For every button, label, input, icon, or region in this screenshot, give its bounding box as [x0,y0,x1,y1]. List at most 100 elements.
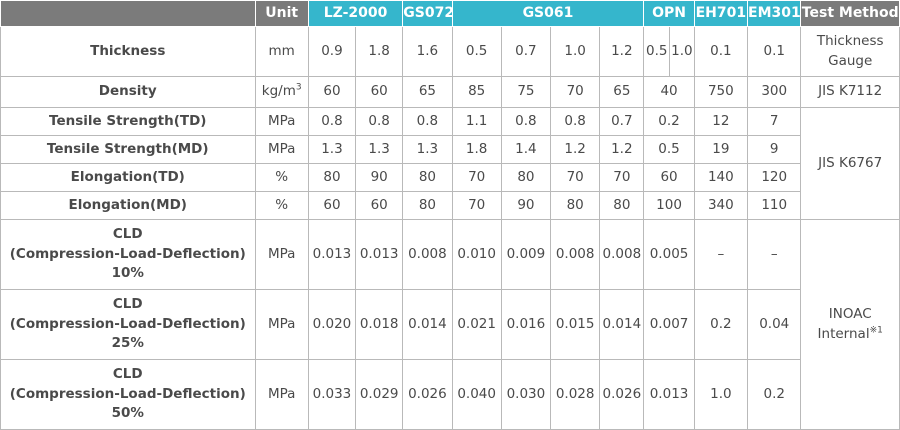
label-line: CLD [112,226,143,243]
row-cld-10: CLD (Compression-Load-Deflection) 10% MP… [0,219,900,430]
value-cell: 1.4 [500,135,552,164]
value-cell: 70 [550,163,601,192]
unit-base: kg/m [261,83,296,100]
row-tensile-md: Tensile Strength(MD) MPa 1.3 1.3 1.3 1.8… [0,135,900,164]
value-cell: 120 [747,163,802,192]
unit-cell: MPa [254,107,309,136]
test-method-tensile: JIS K6767 [800,107,900,220]
method-line-internal: Internal※1 [801,325,899,345]
label-line: 25% [111,335,144,352]
value-cell: 1.0 [550,26,601,77]
value-cell: 300 [747,76,802,108]
header-test-method: Test Method [800,0,900,27]
footnote-mark: ※1 [869,325,883,335]
value-cell: 0.5 [643,26,671,77]
header-gs072: GS072 [402,0,454,27]
value-cell: 0.018 [355,289,404,360]
value-cell: 140 [693,163,749,192]
row-label: Elongation(MD) [0,191,256,220]
value-cell: 100 [643,191,695,220]
value-cell: 75 [500,76,552,108]
value-cell: 0.5 [451,26,502,77]
value-cell: 0.033 [307,359,357,430]
value-cell: 1.8 [355,26,404,77]
value-cell: 0.009 [500,219,552,290]
value-cell: 70 [451,163,502,192]
row-label: Tensile Strength(TD) [0,107,256,136]
value-cell: 0.020 [307,289,357,360]
value-cell: 0.8 [550,107,601,136]
test-method-thickness: Thickness Gauge [800,26,900,77]
value-cell: 1.0 [669,26,695,77]
value-cell: 1.2 [599,135,645,164]
value-cell: 80 [402,191,453,220]
value-cell: 0.028 [550,359,601,430]
value-cell: 1.6 [402,26,453,77]
method-line: Internal [817,325,870,342]
value-cell: 19 [693,135,749,164]
value-cell: 750 [693,76,749,108]
unit-cell: % [254,163,309,192]
value-cell: 1.3 [402,135,453,164]
value-cell: 0.014 [402,289,453,360]
header-row: Unit LZ-2000 GS072 GS061 OPN EH701 EM301… [0,0,900,27]
value-cell: 65 [402,76,453,108]
value-cell: 7 [747,107,802,136]
value-cell: 0.013 [643,359,695,430]
value-cell: 0.7 [599,107,645,136]
value-cell: 0.7 [500,26,552,77]
unit-cell: MPa [254,135,309,164]
value-cell: 1.8 [451,135,502,164]
method-line: INOAC [828,305,872,322]
value-cell: 0.2 [747,359,802,430]
row-label: Elongation(TD) [0,163,256,192]
value-cell: 80 [500,163,552,192]
unit-cell: % [254,191,309,220]
value-cell: 90 [500,191,552,220]
row-elongation-md: Elongation(MD) % 60 60 80 70 90 80 80 10… [0,191,900,220]
row-tensile-td: Tensile Strength(TD) MPa 0.8 0.8 0.8 1.1… [0,107,900,220]
value-cell: 0.007 [643,289,695,360]
value-cell: 80 [307,163,357,192]
value-cell: 0.029 [355,359,404,430]
row-cld-50: CLD (Compression-Load-Deflection) 50% MP… [0,359,900,430]
unit-cell: MPa [254,219,309,290]
value-cell: 0.1 [693,26,749,77]
value-cell: 80 [402,163,453,192]
row-label: Tensile Strength(MD) [0,135,256,164]
value-cell: 80 [599,191,645,220]
value-cell: 70 [451,191,502,220]
header-opn: OPN [643,0,695,27]
value-cell: 9 [747,135,802,164]
row-thickness: Thickness mm 0.9 1.8 1.6 0.5 0.7 1.0 1.2… [0,26,900,77]
row-cld-25: CLD (Compression-Load-Deflection) 25% MP… [0,289,900,360]
value-cell: 0.014 [599,289,645,360]
value-cell: 1.0 [693,359,749,430]
value-cell: 60 [307,191,357,220]
test-method-cld: INOAC Internal※1 [800,219,900,430]
value-cell: 40 [643,76,695,108]
value-cell: 0.1 [747,26,802,77]
value-cell: 0.008 [402,219,453,290]
value-cell: 12 [693,107,749,136]
value-cell: 0.005 [643,219,695,290]
value-cell: 0.5 [643,135,695,164]
row-density: Density kg/m3 60 60 65 85 75 70 65 40 75… [0,76,900,108]
value-cell: 70 [599,163,645,192]
value-cell: 0.030 [500,359,552,430]
label-line: CLD [112,366,143,383]
value-cell: 0.015 [550,289,601,360]
value-cell: 0.2 [643,107,695,136]
value-cell: 0.8 [500,107,552,136]
header-gs061: GS061 [451,0,645,27]
header-blank [0,0,256,27]
value-cell: 0.013 [355,219,404,290]
value-cell: 340 [693,191,749,220]
value-cell: 0.8 [307,107,357,136]
test-method-density: JIS K7112 [800,76,900,108]
label-line: 50% [111,405,144,422]
value-cell: 65 [599,76,645,108]
value-cell: 1.3 [355,135,404,164]
row-label: Density [0,76,256,108]
